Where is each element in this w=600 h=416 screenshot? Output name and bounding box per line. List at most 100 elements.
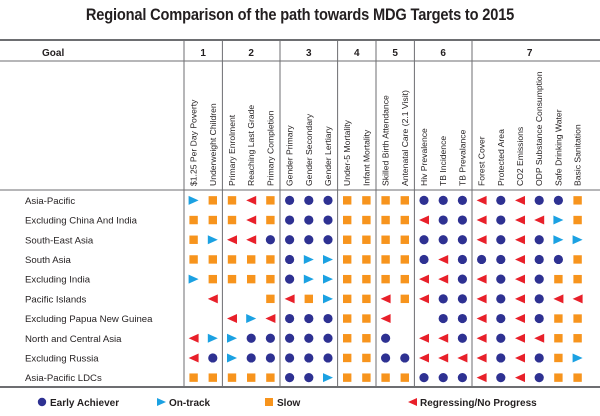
indicator-label: Gender Secondary bbox=[304, 113, 314, 186]
early-achiever-marker bbox=[381, 333, 391, 343]
early-achiever-marker bbox=[496, 294, 506, 304]
slow-marker bbox=[189, 215, 198, 225]
early-achiever-marker bbox=[438, 313, 448, 324]
regressing-marker bbox=[419, 274, 429, 284]
legend-label: Slow bbox=[277, 398, 301, 409]
status-markers bbox=[188, 195, 583, 383]
early-achiever-marker bbox=[304, 215, 314, 225]
slow-marker bbox=[208, 255, 217, 264]
early-achiever-marker bbox=[477, 254, 487, 265]
regressing-marker bbox=[515, 314, 525, 324]
region-labels: Asia-Pacific Excluding China And India Sou… bbox=[25, 196, 153, 384]
early-achiever-marker bbox=[419, 254, 429, 265]
legend-label: Regressing/No Progress bbox=[420, 398, 537, 409]
on-track-marker bbox=[207, 333, 218, 343]
regressing-marker bbox=[438, 254, 449, 264]
legend-item: Early Achiever bbox=[37, 397, 119, 409]
early-achiever-marker bbox=[304, 313, 314, 324]
early-achiever-marker bbox=[265, 333, 275, 343]
slow-marker bbox=[554, 314, 563, 323]
on-track-marker bbox=[188, 195, 199, 205]
on-track-marker bbox=[323, 294, 333, 304]
early-achiever-marker bbox=[457, 313, 467, 324]
slow-marker bbox=[362, 255, 371, 264]
regressing-marker bbox=[515, 274, 525, 284]
slow-marker bbox=[362, 353, 371, 363]
slow-marker bbox=[247, 274, 256, 284]
early-achiever-marker bbox=[553, 254, 564, 265]
regressing-marker bbox=[246, 195, 257, 205]
regressing-marker bbox=[515, 235, 525, 245]
early-achiever-marker bbox=[323, 333, 333, 343]
early-achiever-marker bbox=[323, 353, 333, 363]
early-achiever-marker bbox=[534, 274, 544, 284]
early-achiever-marker bbox=[285, 313, 295, 324]
slow-marker bbox=[554, 274, 563, 284]
slow-marker bbox=[343, 373, 352, 382]
slow-marker bbox=[381, 215, 390, 225]
indicator-label: Safe Drinking Water bbox=[553, 109, 563, 186]
early-achiever-marker bbox=[323, 235, 333, 245]
region-label: Asia-Pacific LDCs bbox=[25, 373, 102, 384]
regressing-marker bbox=[188, 353, 199, 363]
indicator-label: $1.25 Per Day Poverty bbox=[189, 99, 199, 186]
chart-title: Regional Comparison of the path towards … bbox=[85, 5, 515, 24]
legend-triangle-right-icon bbox=[157, 398, 166, 406]
early-achiever-marker bbox=[419, 373, 429, 383]
indicator-headers: $1.25 Per Day Poverty Underweight Childre… bbox=[189, 71, 583, 186]
goal-headers: 1 2 3 4 5 6 7 bbox=[200, 48, 532, 59]
regressing-marker bbox=[553, 294, 564, 304]
slow-marker bbox=[266, 215, 275, 225]
early-achiever-marker bbox=[496, 254, 506, 265]
regressing-marker bbox=[515, 353, 525, 363]
legend-square-icon bbox=[265, 398, 273, 406]
on-track-marker bbox=[188, 274, 199, 284]
early-achiever-marker bbox=[534, 353, 544, 363]
early-achiever-marker bbox=[534, 294, 544, 304]
slow-marker bbox=[189, 373, 198, 382]
regressing-marker bbox=[476, 353, 487, 363]
slow-marker bbox=[343, 314, 352, 323]
slow-marker bbox=[381, 373, 390, 382]
early-achiever-marker bbox=[246, 353, 256, 363]
regressing-marker bbox=[534, 215, 545, 225]
region-label: Pacific Islands bbox=[25, 294, 87, 305]
regressing-marker bbox=[265, 314, 276, 324]
on-track-marker bbox=[323, 373, 333, 383]
region-label: South Asia bbox=[25, 255, 72, 266]
on-track-marker bbox=[553, 215, 564, 225]
early-achiever-marker bbox=[496, 373, 506, 383]
indicator-label: CO2 Emissions bbox=[515, 127, 525, 186]
early-achiever-marker bbox=[457, 373, 467, 383]
slow-marker bbox=[573, 314, 582, 323]
slow-marker bbox=[208, 274, 217, 284]
early-achiever-marker bbox=[323, 215, 333, 225]
regressing-marker bbox=[419, 294, 429, 304]
early-achiever-marker bbox=[496, 274, 506, 284]
slow-marker bbox=[227, 373, 237, 382]
indicator-label: Reaching Last Grade bbox=[246, 105, 256, 186]
on-track-marker bbox=[303, 274, 314, 284]
slow-marker bbox=[247, 255, 256, 264]
early-achiever-marker bbox=[285, 215, 295, 225]
regressing-marker bbox=[476, 373, 487, 383]
legend: Early Achiever On-track Slow Regressing/No … bbox=[37, 397, 537, 409]
on-track-marker bbox=[323, 254, 333, 264]
early-achiever-marker bbox=[285, 274, 295, 284]
slow-marker bbox=[381, 235, 390, 244]
indicator-label: Infant Mortality bbox=[361, 129, 371, 186]
slow-marker bbox=[362, 294, 371, 304]
indicator-label: ODP Substance Consumption bbox=[534, 71, 544, 186]
region-label: Excluding Papua New Guinea bbox=[25, 314, 153, 325]
early-achiever-marker bbox=[304, 353, 314, 363]
slow-marker bbox=[400, 294, 409, 304]
indicator-label: Gender Lertiary bbox=[323, 126, 333, 186]
slow-marker bbox=[573, 373, 582, 382]
slow-marker bbox=[227, 274, 237, 284]
regressing-marker bbox=[572, 294, 583, 304]
table-grid bbox=[0, 39, 600, 388]
slow-marker bbox=[343, 255, 352, 264]
regressing-marker bbox=[515, 215, 525, 225]
region-label: Excluding China And India bbox=[25, 216, 138, 227]
